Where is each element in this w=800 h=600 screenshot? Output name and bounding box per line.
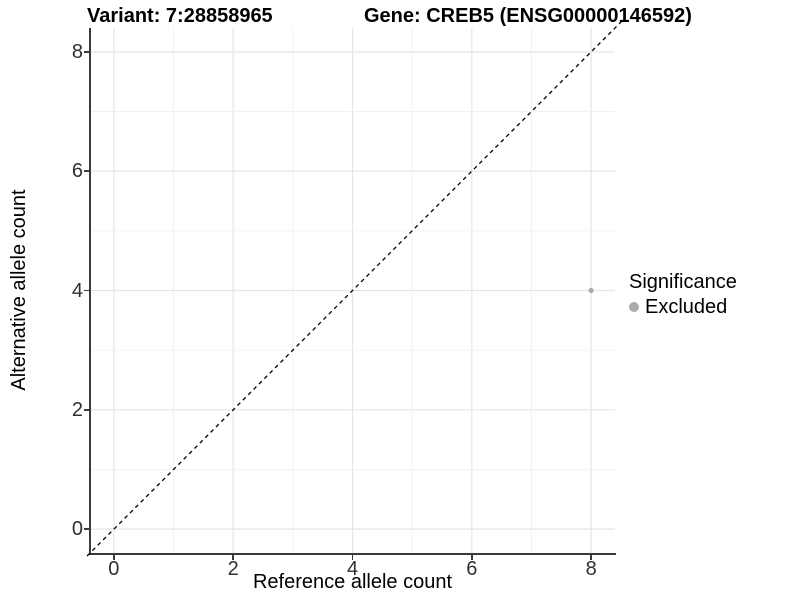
y-tick-label: 6 [71, 160, 83, 183]
plot-panel [90, 28, 615, 553]
y-tick-mark [83, 51, 89, 53]
excluded-point-icon [629, 302, 639, 312]
legend-item-excluded: Excluded [629, 296, 737, 318]
y-tick-label: 0 [71, 518, 83, 541]
x-tick-mark [590, 555, 592, 560]
y-tick-mark [83, 528, 89, 530]
gridlines-and-points-layer [90, 28, 615, 553]
legend: Significance Excluded [629, 270, 737, 318]
x-tick-label: 4 [346, 558, 359, 580]
x-axis-title: Reference allele count [252, 571, 452, 593]
y-tick-mark [83, 289, 89, 292]
x-tick-label: 0 [108, 558, 120, 580]
x-tick-label: 8 [585, 558, 597, 580]
y-tick-label: 8 [71, 40, 83, 63]
x-tick-mark [471, 555, 473, 560]
y-tick-mark [83, 409, 89, 411]
x-tick-label: 2 [227, 558, 239, 580]
y-tick-label: 2 [71, 398, 83, 421]
x-tick-mark [351, 555, 354, 560]
data-point [588, 287, 594, 294]
gene-title: Gene: CREB5 (ENSG00000146592) [364, 5, 692, 27]
y-axis-title: Alternative allele count [8, 189, 30, 391]
x-tick-mark [232, 555, 234, 560]
legend-item-label: Excluded [645, 296, 728, 318]
x-tick-mark [113, 555, 115, 560]
y-axis-line [88, 28, 91, 555]
legend-title: Significance [629, 271, 737, 293]
y-tick-label: 4 [71, 279, 83, 302]
y-tick-mark [83, 170, 89, 172]
x-tick-label: 6 [466, 558, 478, 580]
variant-title: Variant: 7:28858965 [87, 5, 273, 27]
